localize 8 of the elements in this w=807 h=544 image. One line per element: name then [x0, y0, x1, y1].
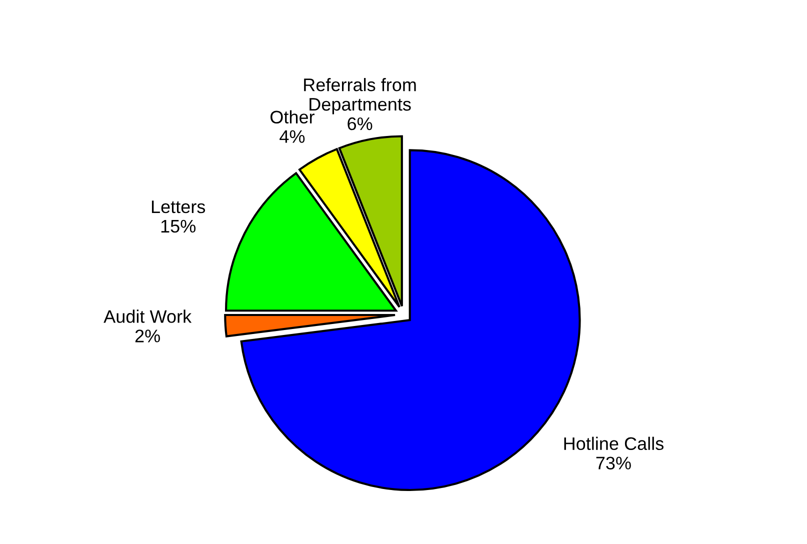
- slice-label: Hotline Calls: [564, 436, 664, 450]
- slice-label: Audit Work: [104, 310, 192, 323]
- slice-label: Letters: [152, 200, 206, 214]
- data-label: 15%: [161, 220, 196, 233]
- data-label: 2%: [135, 330, 160, 342]
- data-label: 4%: [280, 130, 305, 143]
- data-label: 6%: [348, 117, 372, 130]
- data-label: 73%: [596, 456, 631, 470]
